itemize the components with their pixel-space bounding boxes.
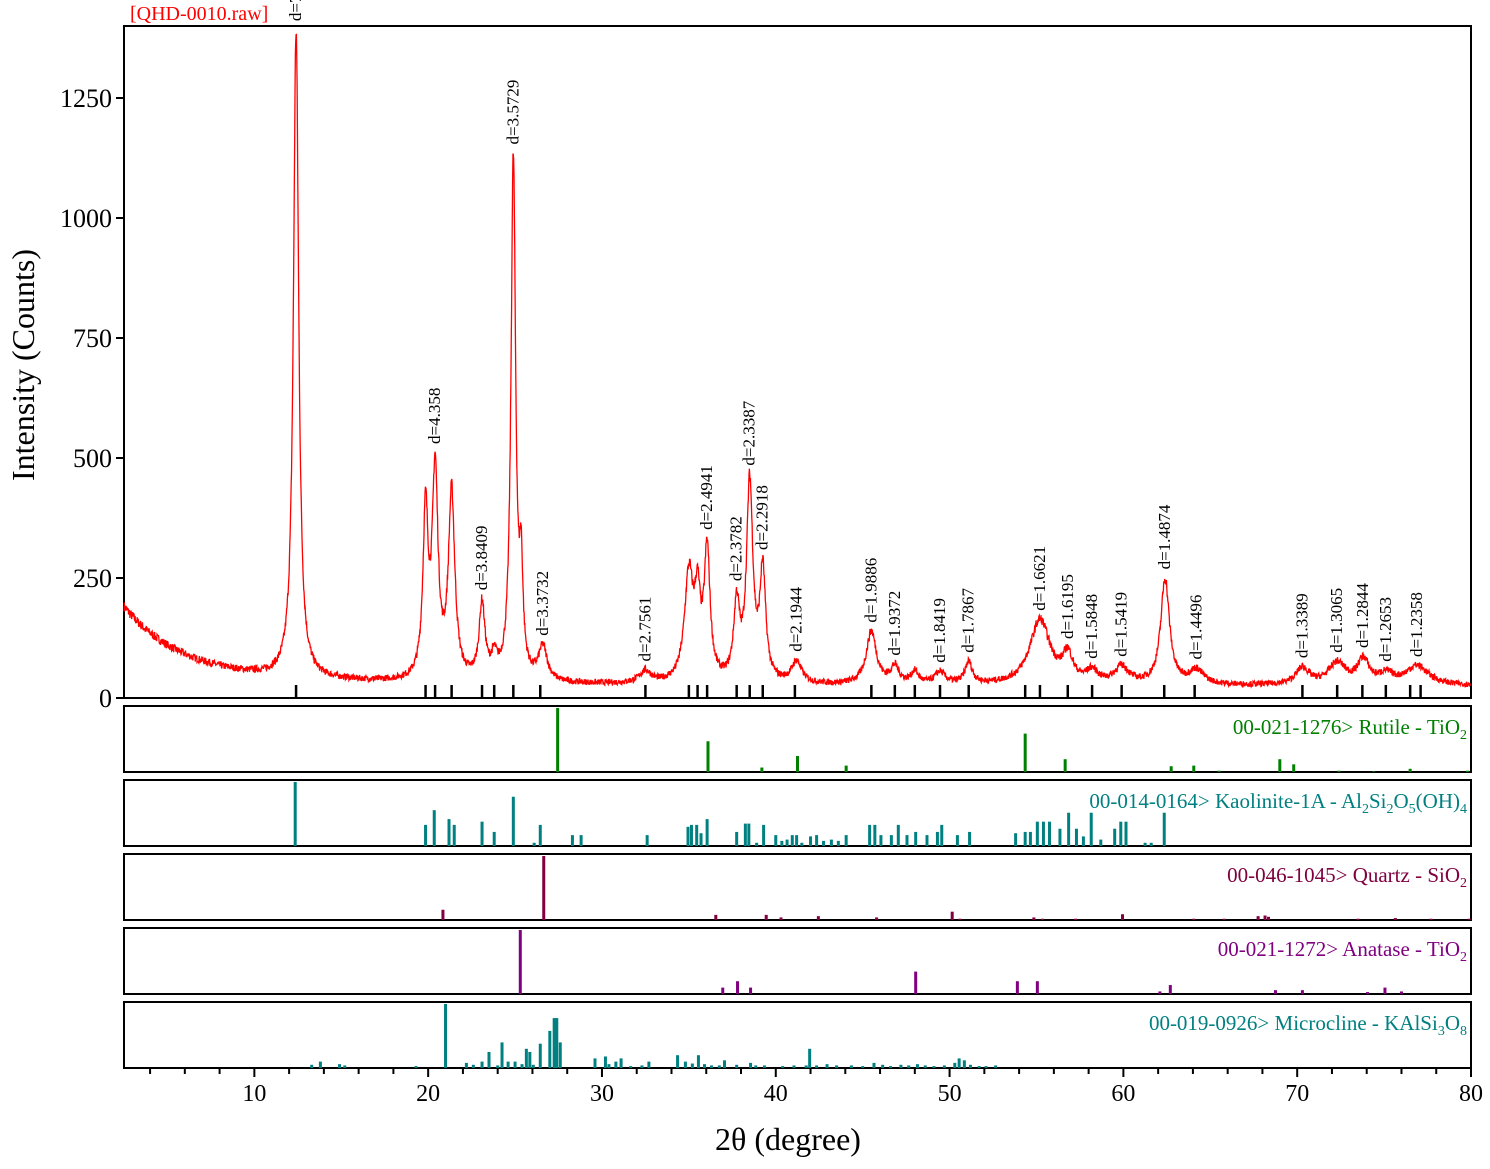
diffraction-pattern-line <box>123 33 1472 689</box>
d-spacing-label: d=1.2358 <box>1407 592 1426 657</box>
d-spacing-label: d=1.5419 <box>1112 592 1131 657</box>
x-tick-label: 30 <box>590 1081 614 1107</box>
reference-panel: 00-046-1045> Quartz - SiO2 <box>123 853 1472 921</box>
file-label: [QHD-0010.raw] <box>130 3 268 25</box>
diffraction-plot: 0 250 500 750 1000 1250 d=7.145 d=4.358 d=3.8409… <box>60 0 1472 713</box>
reference-label: 00-019-0926> Microcline - KAlSi3O8 <box>1149 1011 1467 1039</box>
d-spacing-label: d=3.8409 <box>472 525 491 590</box>
d-spacing-label: d=1.8419 <box>930 598 949 663</box>
d-spacing-label: d=2.4941 <box>697 465 716 530</box>
y-axis-label: Intensity (Counts) <box>5 249 41 481</box>
d-spacing-label: d=2.1944 <box>787 586 806 651</box>
d-spacing-label: d=4.358 <box>425 388 444 444</box>
d-spacing-label: d=1.3389 <box>1292 593 1311 658</box>
d-spacing-label: d=1.4874 <box>1155 504 1174 569</box>
d-spacing-label: d=1.3065 <box>1327 588 1346 653</box>
plot-frame <box>123 25 1472 699</box>
d-spacing-label: d=3.3732 <box>533 571 552 636</box>
x-tick-label: 40 <box>764 1081 788 1107</box>
y-tick-label: 0 <box>99 684 112 713</box>
d-spacing-label: d=1.7867 <box>959 587 978 652</box>
d-spacing-label: d=1.4496 <box>1186 595 1205 660</box>
reference-panel: 00-014-0164> Kaolinite-1A - Al2Si2O5(OH)… <box>123 779 1472 847</box>
d-spacing-label: d=1.9372 <box>885 591 904 656</box>
d-spacing-label: d=2.3387 <box>740 400 759 465</box>
reference-panel-frame <box>123 927 1472 995</box>
reference-panel: 00-021-1276> Rutile - TiO2 <box>123 705 1472 773</box>
x-tick-label: 80 <box>1459 1081 1483 1107</box>
d-spacing-label: d=1.6621 <box>1030 546 1049 611</box>
d-spacing-label: d=1.9886 <box>861 558 880 623</box>
d-spacing-label: d=3.5729 <box>503 80 522 145</box>
x-axis-label: 2θ (degree) <box>715 1121 861 1157</box>
d-spacing-label: d=1.2844 <box>1353 583 1372 648</box>
reference-panel: 00-021-1272> Anatase - TiO2 <box>123 927 1472 995</box>
d-spacing-label: d=1.2653 <box>1376 597 1395 662</box>
x-tick-label: 10 <box>242 1081 266 1107</box>
reference-panel-frame <box>123 1001 1472 1069</box>
reference-label: 00-014-0164> Kaolinite-1A - Al2Si2O5(OH)… <box>1089 789 1467 817</box>
x-tick-label: 70 <box>1285 1081 1309 1107</box>
reference-panels: 00-021-1276> Rutile - TiO2 00-014-0164> K… <box>123 705 1472 1069</box>
reference-label: 00-021-1276> Rutile - TiO2 <box>1233 715 1467 743</box>
reference-label: 00-021-1272> Anatase - TiO2 <box>1218 937 1467 965</box>
reference-panel-frame <box>123 853 1472 921</box>
y-tick-label: 1000 <box>60 204 112 233</box>
d-spacing-label: d=1.5848 <box>1082 594 1101 659</box>
reference-panel: 00-019-0926> Microcline - KAlSi3O8 <box>123 1001 1472 1069</box>
x-tick-label: 60 <box>1111 1081 1135 1107</box>
d-spacing-label: d=7.145 <box>286 0 305 21</box>
x-axis: 10 20 30 40 50 60 70 80 <box>149 1068 1483 1107</box>
d-spacing-label: d=2.7561 <box>635 597 654 662</box>
y-tick-label: 750 <box>73 324 112 353</box>
y-tick-label: 250 <box>73 564 112 593</box>
d-spacing-label: d=1.6195 <box>1058 574 1077 639</box>
y-tick-label: 1250 <box>60 84 112 113</box>
d-spacing-label: d=2.3782 <box>727 516 746 581</box>
reference-label: 00-046-1045> Quartz - SiO2 <box>1227 863 1467 891</box>
y-tick-label: 500 <box>73 444 112 473</box>
x-tick-label: 20 <box>416 1081 440 1107</box>
d-spacing-label: d=2.2918 <box>753 485 772 550</box>
x-tick-label: 50 <box>938 1081 962 1107</box>
